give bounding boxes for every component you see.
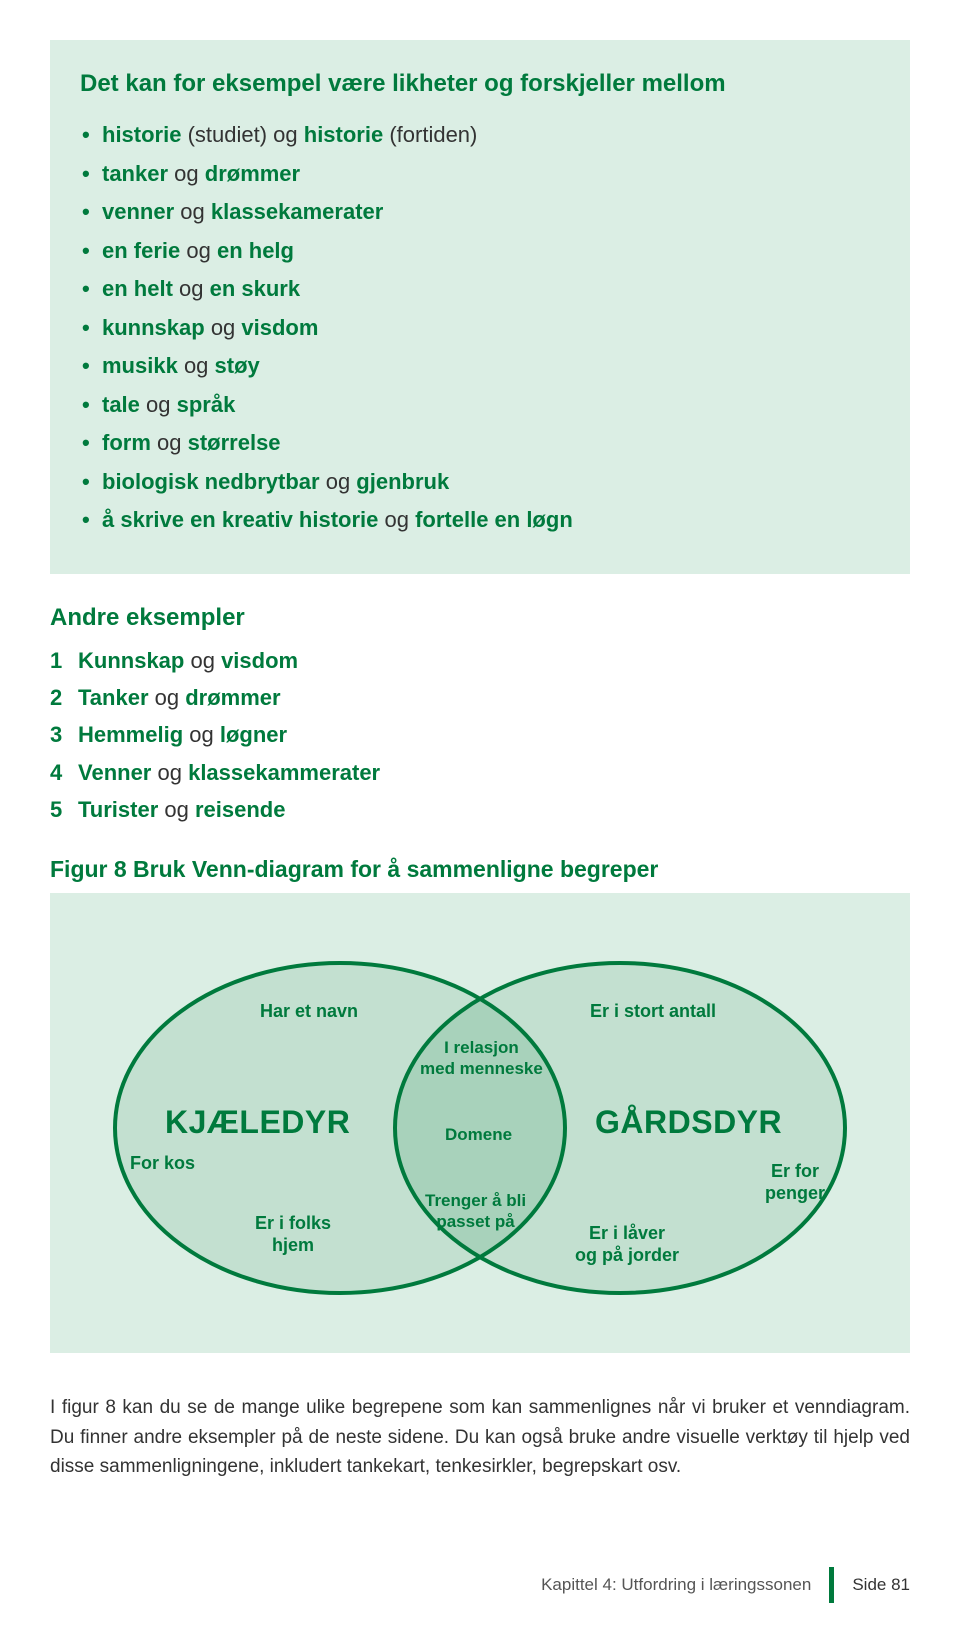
examples-title: Andre eksempler — [50, 604, 910, 632]
numbered-list: Kunnskap og visdomTanker og drømmerHemme… — [50, 642, 910, 829]
page-footer: Kapittel 4: Utfordring i læringssonen Si… — [541, 1567, 910, 1603]
numbered-item: Hemmelig og løgner — [50, 716, 910, 753]
venn-right-label-1: Er forpenger — [765, 1161, 825, 1204]
venn-left-label-1: For kos — [130, 1153, 195, 1175]
example-box: Det kan for eksempel være likheter og fo… — [50, 40, 910, 574]
venn-right-title: GÅRDSDYR — [595, 1103, 782, 1141]
venn-mid-label-2: Trenger å blipasset på — [425, 1191, 526, 1232]
venn-right-label-0: Er i stort antall — [590, 1001, 716, 1023]
bullet-item: å skrive en kreativ historie og fortelle… — [80, 501, 880, 540]
footer-page: Side 81 — [852, 1575, 910, 1595]
bullet-item: kunnskap og visdom — [80, 309, 880, 348]
venn-mid-label-1: Domene — [445, 1125, 512, 1145]
bullet-item: tanker og drømmer — [80, 155, 880, 194]
bullet-item: en helt og en skurk — [80, 270, 880, 309]
footer-chapter: Kapittel 4: Utfordring i læringssonen — [541, 1575, 811, 1595]
venn-left-label-2: Er i folkshjem — [255, 1213, 331, 1256]
body-paragraph: I figur 8 kan du se de mange ulike begre… — [50, 1393, 910, 1481]
numbered-item: Turister og reisende — [50, 791, 910, 828]
venn-left-title: KJÆLEDYR — [165, 1103, 350, 1141]
bullet-item: form og størrelse — [80, 424, 880, 463]
bullet-item: biologisk nedbrytbar og gjenbruk — [80, 463, 880, 502]
venn-left-label-0: Har et navn — [260, 1001, 358, 1023]
numbered-item: Kunnskap og visdom — [50, 642, 910, 679]
box-title: Det kan for eksempel være likheter og fo… — [80, 70, 880, 98]
bullet-item: en ferie og en helg — [80, 232, 880, 271]
bullet-item: tale og språk — [80, 386, 880, 425]
bullet-item: venner og klassekamerater — [80, 193, 880, 232]
venn-mid-label-0: I relasjonmed menneske — [420, 1038, 543, 1079]
bullet-item: musikk og støy — [80, 347, 880, 386]
venn-diagram: KJÆLEDYR GÅRDSDYR Har et navn For kos Er i f… — [50, 893, 910, 1353]
bullet-item: historie (studiet) og historie (fortiden… — [80, 116, 880, 155]
figure-title: Figur 8 Bruk Venn-diagram for å sammenli… — [50, 856, 910, 883]
footer-divider — [829, 1567, 834, 1603]
numbered-item: Tanker og drømmer — [50, 679, 910, 716]
numbered-item: Venner og klassekammerater — [50, 754, 910, 791]
bullet-list: historie (studiet) og historie (fortiden… — [80, 116, 880, 540]
venn-right-label-2: Er i låverog på jorder — [575, 1223, 679, 1266]
